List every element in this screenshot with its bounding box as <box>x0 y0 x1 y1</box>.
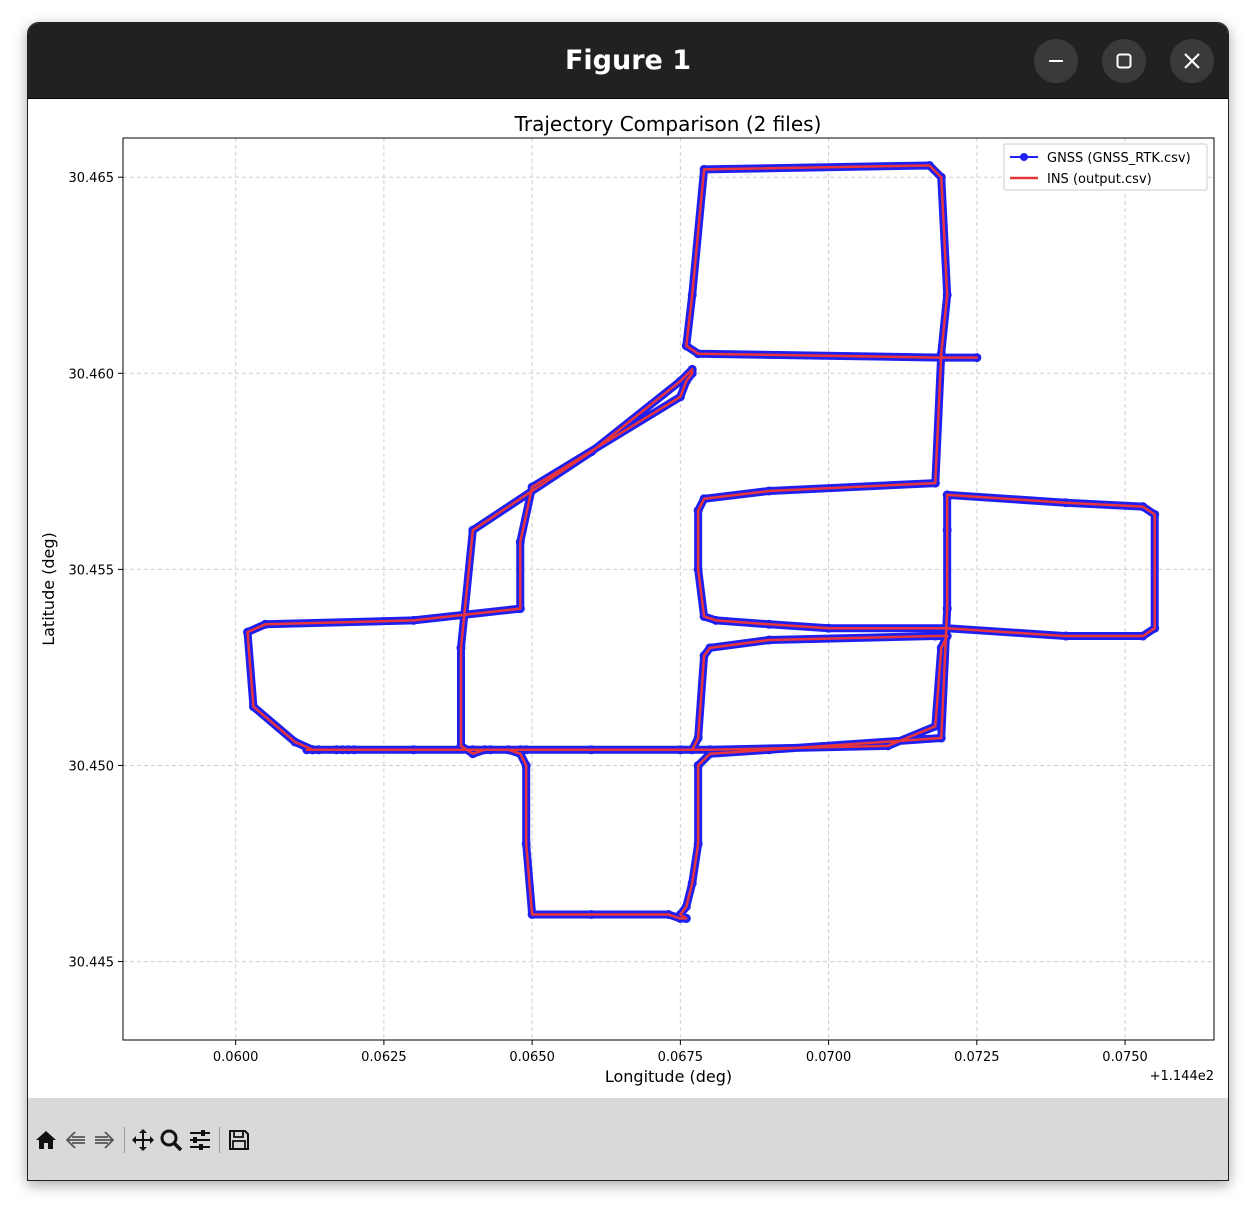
y-tick-label: 30.460 <box>69 367 115 382</box>
x-axis-offset-label: +1.144e2 <box>1150 1069 1214 1084</box>
toolbar-separator <box>219 1127 220 1153</box>
legend-marker-gnss <box>1020 153 1028 161</box>
y-tick-label: 30.450 <box>69 759 115 774</box>
axes-frame <box>122 137 1215 1041</box>
figure-canvas[interactable]: Trajectory Comparison (2 files) 0.0600 0.… <box>28 99 1228 1098</box>
grid <box>123 138 1214 1040</box>
back-icon[interactable] <box>64 1128 88 1152</box>
x-tick-label: 0.0675 <box>658 1050 704 1065</box>
minimize-button[interactable] <box>1034 39 1078 83</box>
close-icon <box>1184 53 1200 69</box>
plot-series <box>243 160 1160 923</box>
chart-title: Trajectory Comparison (2 files) <box>514 112 822 136</box>
navigation-toolbar <box>28 1098 1228 1180</box>
pan-icon[interactable] <box>131 1128 155 1152</box>
x-tick-label: 0.0725 <box>954 1050 1000 1065</box>
figure-window: Figure 1 Trajectory Comparison (2 files)… <box>27 22 1229 1181</box>
forward-icon[interactable] <box>92 1128 116 1152</box>
home-icon[interactable] <box>34 1128 58 1152</box>
maximize-icon <box>1116 53 1132 69</box>
toolbar-separator <box>124 1127 125 1153</box>
y-tick-label: 30.465 <box>69 171 115 186</box>
y-axis-label: Latitude (deg) <box>39 532 58 646</box>
configure-subplots-icon[interactable] <box>188 1128 212 1152</box>
y-tick-label: 30.455 <box>69 563 115 578</box>
axis-ticks: 0.0600 0.0625 0.0650 0.0675 0.0700 0.0725 0.07… <box>69 171 1148 1065</box>
minimize-icon <box>1049 60 1063 62</box>
legend-label-gnss: GNSS (GNSS_RTK.csv) <box>1047 151 1191 166</box>
maximize-button[interactable] <box>1102 39 1146 83</box>
close-button[interactable] <box>1170 39 1214 83</box>
legend: GNSS (GNSS_RTK.csv) INS (output.csv) <box>1003 143 1208 191</box>
x-tick-label: 0.0600 <box>213 1050 258 1065</box>
x-tick-label: 0.0700 <box>806 1050 852 1065</box>
x-tick-label: 0.0650 <box>509 1050 555 1065</box>
legend-box <box>1003 143 1208 191</box>
title-bar[interactable]: Figure 1 <box>28 23 1228 99</box>
ins-trajectory-line <box>246 164 1156 920</box>
x-tick-label: 0.0625 <box>361 1050 407 1065</box>
y-tick-label: 30.445 <box>69 956 115 971</box>
zoom-icon[interactable] <box>159 1128 183 1152</box>
window-title: Figure 1 <box>564 45 692 76</box>
x-tick-label: 0.0750 <box>1102 1050 1148 1065</box>
legend-label-ins: INS (output.csv) <box>1047 172 1152 187</box>
x-axis-label: Longitude (deg) <box>605 1067 732 1086</box>
trajectory-chart: Trajectory Comparison (2 files) 0.0600 0.… <box>39 112 1215 1086</box>
save-icon[interactable] <box>227 1128 251 1152</box>
